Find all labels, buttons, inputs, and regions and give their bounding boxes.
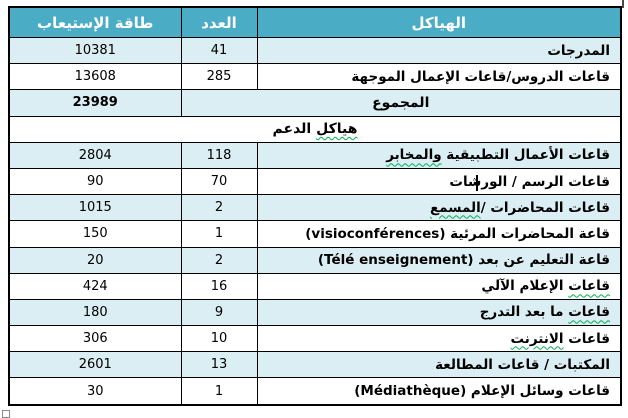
count-cell[interactable]: 2	[180, 246, 258, 274]
table-row: قاعات الرسم / الورشات 70 90	[8, 167, 622, 196]
table-row: المكتبات / قاعات المطالعة 13 2601	[8, 351, 622, 379]
spellcheck-squiggle: قاعات	[568, 278, 610, 295]
capacity-cell[interactable]: 180	[8, 298, 182, 327]
table-row: قاعات الإعلام الآلي 16 424	[8, 272, 622, 300]
spellcheck-squiggle: المسمع	[429, 199, 481, 216]
structure-name-cell[interactable]: قاعة المحاضرات المرئية (visioconférences…	[256, 220, 622, 248]
structure-name-cell[interactable]: قاعة التعليم عن بعد (Télé enseignement)	[256, 246, 622, 274]
capacity-cell[interactable]: 2804	[8, 141, 182, 169]
header-structures[interactable]: الهياكل	[256, 6, 622, 38]
table-row: قاعات وسائل الإعلام (Médiathèque) 1 30	[8, 377, 622, 406]
count-cell[interactable]: 1	[180, 220, 258, 248]
count-cell[interactable]: 70	[180, 167, 258, 196]
count-cell[interactable]: 118	[180, 141, 258, 169]
capacity-cell[interactable]: 150	[8, 220, 182, 248]
capacity-cell[interactable]: 424	[8, 272, 182, 300]
spellcheck-squiggle: قاعات	[568, 304, 610, 321]
capacity-cell[interactable]: 90	[8, 167, 182, 196]
corner-marker	[622, 0, 624, 8]
table-row: قاعات المحاضرات /المسمع 2 1015	[8, 194, 622, 222]
structure-name-cell[interactable]: قاعات الدروس/قاعات الإعمال الموجهة	[256, 63, 622, 91]
total-label-cell[interactable]: المجموع	[180, 89, 622, 117]
table-row: قاعات الانترنت 10 306	[8, 325, 622, 353]
structure-name-cell[interactable]: المدرجات	[256, 36, 622, 65]
count-cell[interactable]: 10	[180, 325, 258, 353]
structure-name-cell[interactable]: قاعات الإعلام الآلي	[256, 272, 622, 300]
count-cell[interactable]: 1	[180, 377, 258, 406]
capacity-cell[interactable]: 1015	[8, 194, 182, 222]
structure-name-cell[interactable]: المكتبات / قاعات المطالعة	[256, 351, 622, 379]
text-cursor	[476, 175, 478, 191]
count-cell[interactable]: 41	[180, 36, 258, 65]
structure-name-cell[interactable]: قاعات الرسم / الورشات	[256, 167, 622, 196]
capacity-cell[interactable]: 10381	[8, 36, 182, 65]
capacity-cell[interactable]: 13608	[8, 63, 182, 91]
count-cell[interactable]: 9	[180, 298, 258, 327]
table-body: المدرجات 41 10381 قاعات الدروس/قاعات الإعما…	[8, 36, 622, 406]
total-row: المجموع 23989	[8, 89, 622, 117]
spellcheck-squiggle: هياكل	[316, 121, 358, 138]
facilities-table: الهياكل العدد طاقة الإستيعاب المدرجات 41 1…	[8, 6, 622, 406]
capacity-cell[interactable]: 2601	[8, 351, 182, 379]
structure-name-cell[interactable]: قاعات وسائل الإعلام (Médiathèque)	[256, 377, 622, 406]
table-row: قاعة التعليم عن بعد (Télé enseignement) 2…	[8, 246, 622, 274]
structure-name-cell[interactable]: قاعات المحاضرات /المسمع	[256, 194, 622, 222]
count-cell[interactable]: 13	[180, 351, 258, 379]
table-row: قاعات ما بعد التدرج 9 180	[8, 298, 622, 327]
capacity-cell[interactable]: 306	[8, 325, 182, 353]
spellcheck-squiggle: الانترنت	[510, 330, 564, 347]
capacity-cell[interactable]: 30	[8, 377, 182, 406]
table-row: قاعات الأعمال التطبيقية والمخابر 118 2804	[8, 141, 622, 169]
count-cell[interactable]: 16	[180, 272, 258, 300]
total-capacity-cell[interactable]: 23989	[8, 89, 182, 117]
count-cell[interactable]: 285	[180, 63, 258, 91]
paragraph-mark	[2, 410, 10, 418]
structure-name-cell[interactable]: قاعات ما بعد التدرج	[256, 298, 622, 327]
section-row: هياكل الدعم	[8, 115, 622, 143]
section-title-cell[interactable]: هياكل الدعم	[8, 115, 622, 143]
structure-name-cell[interactable]: قاعات الانترنت	[256, 325, 622, 353]
table-row: المدرجات 41 10381	[8, 36, 622, 65]
table-row: قاعات الدروس/قاعات الإعمال الموجهة 285 136…	[8, 63, 622, 91]
structure-name-cell[interactable]: قاعات الأعمال التطبيقية والمخابر	[256, 141, 622, 169]
header-capacity[interactable]: طاقة الإستيعاب	[8, 6, 182, 38]
spellcheck-squiggle: والمخابر	[386, 147, 442, 164]
header-row: الهياكل العدد طاقة الإستيعاب	[8, 6, 622, 38]
table-row: قاعة المحاضرات المرئية (visioconférences…	[8, 220, 622, 248]
header-count[interactable]: العدد	[180, 6, 258, 38]
capacity-cell[interactable]: 20	[8, 246, 182, 274]
count-cell[interactable]: 2	[180, 194, 258, 222]
